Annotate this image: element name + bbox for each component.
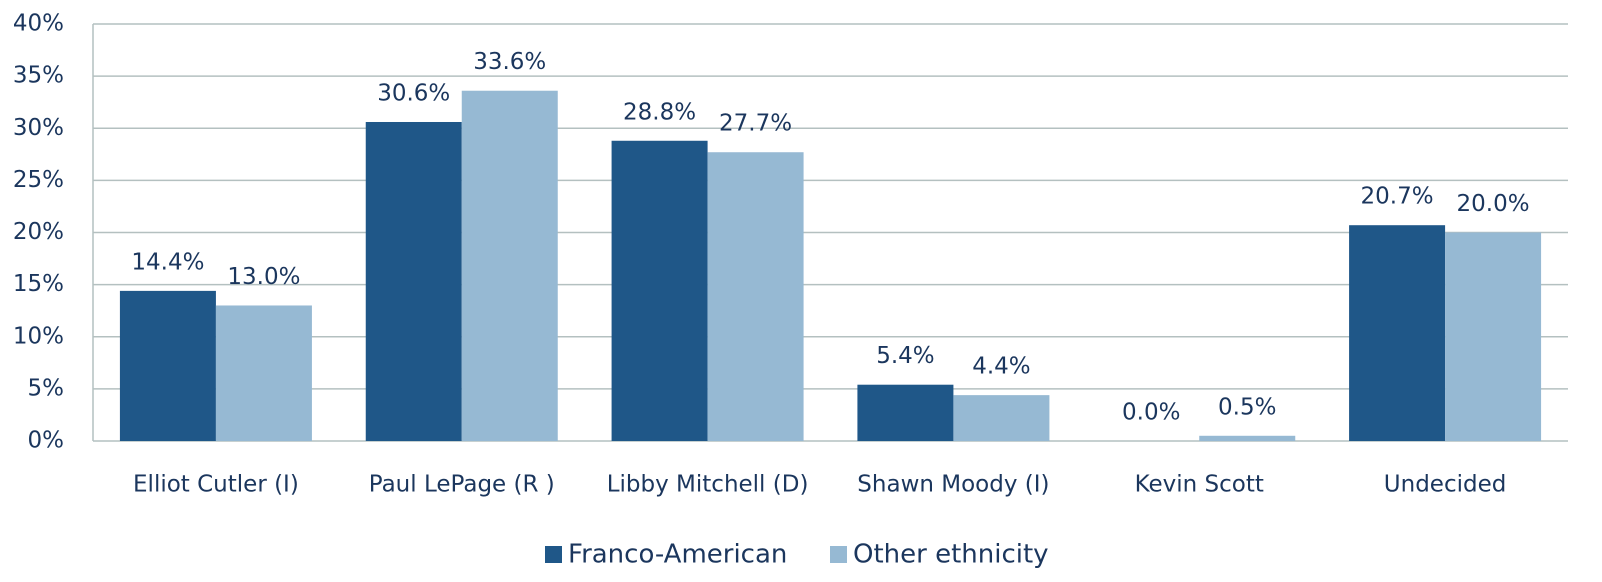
bar: [857, 384, 954, 441]
legend-label: Franco-American: [568, 540, 787, 570]
y-tick-label: 10%: [13, 323, 64, 349]
bar: [119, 290, 216, 441]
x-tick-label: Shawn Moody (I): [857, 472, 1049, 498]
bar: [461, 90, 558, 441]
value-label: 20.7%: [1361, 184, 1434, 210]
bar: [1349, 225, 1446, 441]
value-label: 0.5%: [1218, 394, 1276, 420]
bar: [611, 140, 708, 441]
y-tick-label: 30%: [13, 115, 64, 141]
y-tick-label: 40%: [13, 11, 64, 37]
y-tick-label: 35%: [13, 63, 64, 89]
y-tick-label: 5%: [28, 375, 65, 401]
bar: [1199, 435, 1296, 441]
legend-label: Other ethnicity: [853, 540, 1049, 570]
y-tick-label: 0%: [28, 428, 65, 454]
bar: [1445, 232, 1542, 441]
value-label: 0.0%: [1122, 400, 1180, 426]
value-label: 14.4%: [131, 249, 204, 275]
y-tick-label: 20%: [13, 219, 64, 245]
bar: [215, 305, 312, 441]
x-tick-label: Undecided: [1384, 472, 1507, 498]
value-label: 5.4%: [876, 343, 934, 369]
legend-swatch: [545, 546, 562, 563]
x-tick-label: Paul LePage (R ): [369, 472, 555, 498]
x-tick-label: Libby Mitchell (D): [607, 472, 809, 498]
y-tick-label: 15%: [13, 271, 64, 297]
value-label: 28.8%: [623, 99, 696, 125]
bar: [953, 395, 1050, 441]
value-label: 4.4%: [972, 354, 1030, 380]
value-label: 13.0%: [227, 264, 300, 290]
x-tick-label: Kevin Scott: [1135, 472, 1264, 498]
legend-swatch: [830, 546, 847, 563]
value-label: 27.7%: [719, 111, 792, 137]
y-tick-label: 25%: [13, 167, 64, 193]
value-label: 33.6%: [473, 49, 546, 75]
x-tick-label: Elliot Cutler (I): [133, 472, 299, 498]
bar: [707, 152, 804, 442]
value-label: 30.6%: [377, 80, 450, 106]
value-label: 20.0%: [1457, 191, 1530, 217]
bar: [365, 121, 462, 442]
